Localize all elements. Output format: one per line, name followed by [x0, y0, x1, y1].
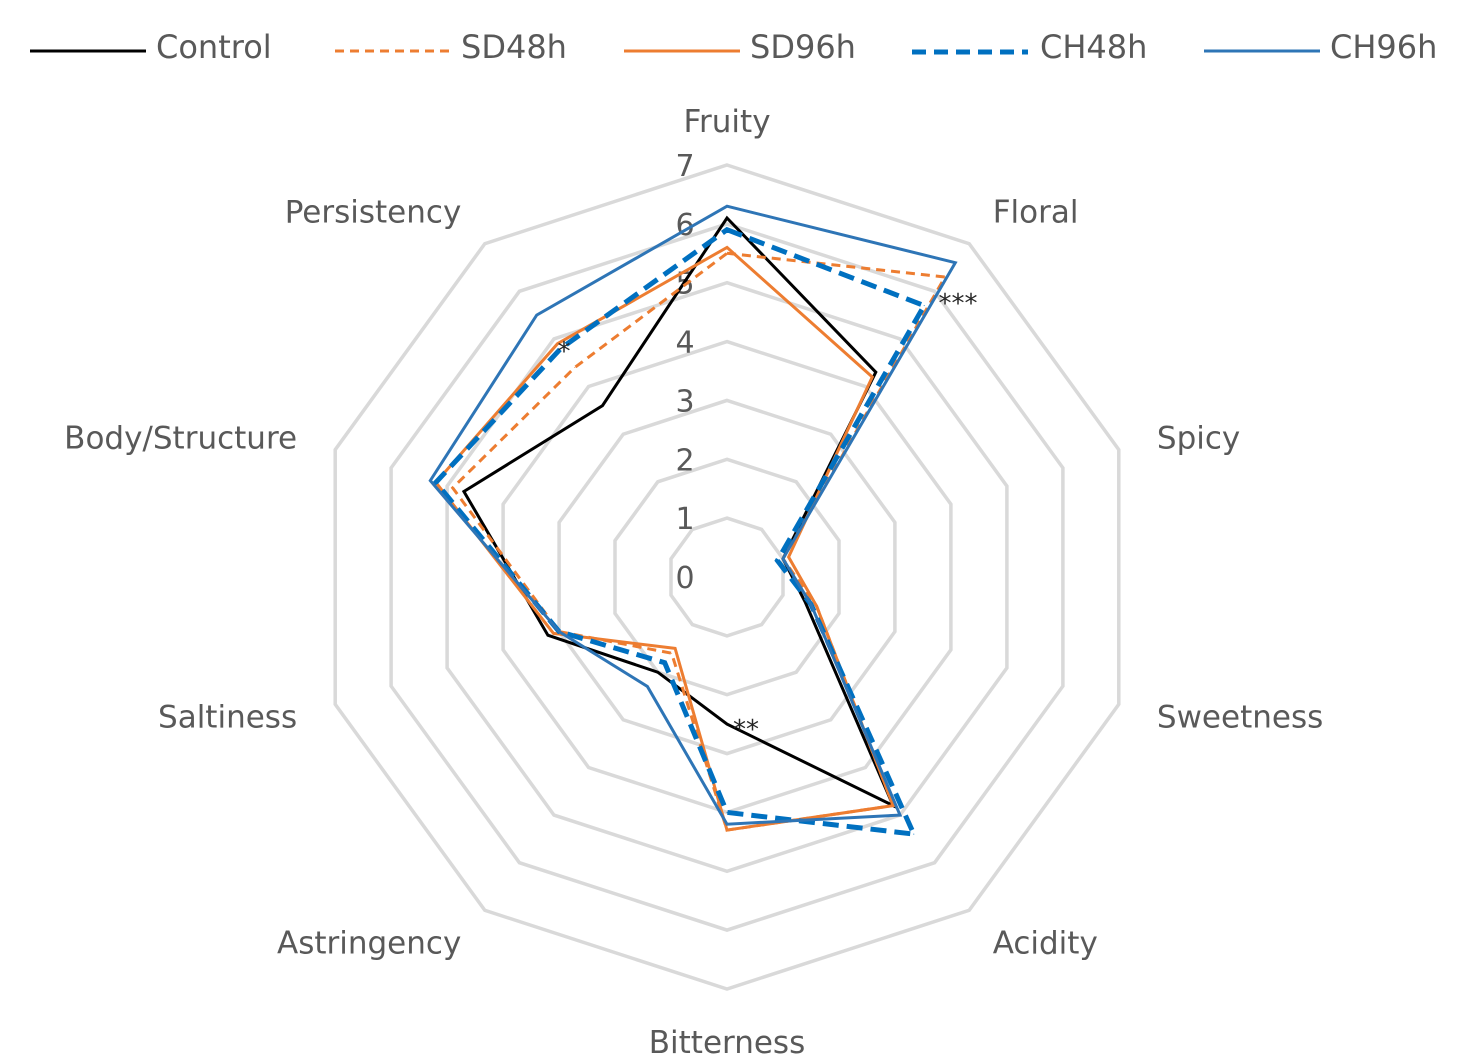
point-sd96h-spicy	[788, 556, 790, 558]
grid-ring-1	[669, 516, 785, 638]
point-sd48h-astringency	[671, 652, 673, 654]
grid-ring-3	[557, 398, 897, 756]
significance-annotations: ******	[558, 289, 978, 745]
category-label-saltiness: Saltiness	[158, 700, 297, 736]
category-label-spicy: Spicy	[1157, 420, 1240, 456]
tick-label-4: 4	[675, 326, 694, 361]
legend: Control SD48h SD96h CH48h CH96h	[0, 22, 1462, 76]
tick-label-0: 0	[675, 561, 694, 596]
significance-bitterness: **	[733, 715, 759, 745]
point-ch96h-fruity	[726, 205, 728, 207]
tick-label-2: 2	[675, 443, 694, 478]
point-control-fruity	[726, 217, 728, 219]
point-ch96h-spicy	[782, 558, 784, 560]
point-control-bitterness	[726, 723, 728, 725]
grid-ring-4	[501, 339, 953, 815]
series-line-ch48h	[432, 226, 928, 838]
significance-persistency: *	[558, 337, 571, 367]
grid-ring-5	[445, 280, 1009, 874]
point-ch96h-body-structure	[429, 480, 431, 482]
legend-swatch-ch48h	[912, 49, 1028, 55]
tick-label-7: 7	[675, 149, 694, 184]
legend-swatch-ch96h	[1204, 49, 1320, 53]
point-ch96h-floral	[954, 262, 956, 264]
category-label-floral: Floral	[993, 194, 1079, 230]
point-ch48h-bitterness	[726, 811, 728, 813]
point-control-saltiness	[547, 634, 549, 636]
grid-ring-2	[613, 457, 841, 697]
point-sd96h-fruity	[726, 246, 728, 248]
category-labels: Fruity Floral Spicy Sweetness Acidity Bittern…	[64, 104, 1323, 1061]
series-lines	[428, 204, 958, 838]
point-ch96h-bitterness	[726, 823, 728, 825]
point-sd96h-persistency	[557, 343, 558, 345]
point-sd96h-floral	[871, 376, 873, 378]
point-control-astringency	[657, 671, 659, 673]
point-ch48h-fruity	[726, 229, 728, 231]
point-control-sweetness	[804, 602, 806, 603]
point-sd96h-acidity	[892, 805, 894, 807]
grid-ring-6	[389, 222, 1065, 932]
point-sd96h-saltiness	[553, 632, 554, 634]
point-ch48h-persistency	[560, 347, 562, 349]
legend-label-ch48h: CH48h	[1040, 28, 1148, 66]
point-ch96h-saltiness	[558, 631, 560, 633]
category-label-body-structure: Body/Structure	[64, 420, 297, 456]
radar-grid	[333, 163, 1121, 991]
point-ch96h-acidity	[899, 814, 901, 816]
point-ch48h-spicy	[776, 560, 778, 562]
category-label-astringency: Astringency	[277, 926, 461, 962]
legend-swatch-control	[30, 49, 146, 53]
category-label-persistency: Persistency	[285, 194, 462, 230]
tick-label-3: 3	[675, 384, 694, 419]
legend-swatch-sd48h	[335, 49, 451, 53]
significance-floral: ***	[939, 289, 978, 319]
grid-ring-7	[333, 163, 1121, 991]
legend-label-control: Control	[156, 28, 272, 66]
legend-label-sd96h: SD96h	[750, 28, 856, 66]
tick-label-1: 1	[675, 502, 694, 537]
point-ch96h-astringency	[646, 686, 648, 687]
point-sd48h-body-structure	[452, 487, 454, 489]
point-sd96h-astringency	[674, 647, 676, 649]
point-control-floral	[875, 371, 877, 373]
point-control-body-structure	[463, 491, 465, 492]
category-label-fruity: Fruity	[683, 104, 770, 140]
point-ch48h-floral	[923, 305, 925, 307]
category-label-sweetness: Sweetness	[1157, 700, 1323, 736]
point-control-persistency	[602, 405, 603, 407]
legend-label-sd48h: SD48h	[461, 28, 567, 66]
point-sd96h-sweetness	[816, 605, 818, 607]
category-label-acidity: Acidity	[993, 926, 1098, 962]
point-ch48h-acidity	[913, 833, 915, 835]
point-ch96h-persistency	[536, 314, 538, 316]
legend-label-ch96h: CH96h	[1330, 28, 1438, 66]
category-label-bitterness: Bitterness	[649, 1025, 805, 1061]
point-ch48h-astringency	[664, 662, 666, 664]
point-ch96h-sweetness	[810, 603, 812, 605]
point-sd48h-persistency	[574, 367, 576, 368]
point-ch48h-body-structure	[435, 481, 437, 483]
point-sd48h-fruity	[726, 252, 728, 254]
point-sd96h-bitterness	[726, 829, 728, 831]
legend-swatch-sd96h	[624, 49, 740, 53]
